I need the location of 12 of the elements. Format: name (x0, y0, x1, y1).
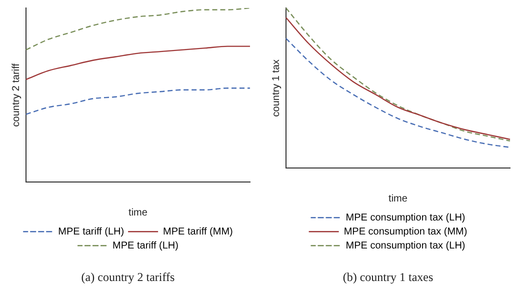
text: (b) country 1 taxes (342, 270, 434, 284)
legend-label: MPE consumption tax (LH) (346, 212, 466, 224)
y-axis-title: country 2 tariff (10, 63, 22, 127)
x-axis-title: time (388, 193, 408, 204)
legend-label: MPE tariff (LH) (58, 226, 124, 238)
legend-label: MPE consumption tax (LH) (346, 240, 466, 252)
y-axis-title: country 1 tax (270, 59, 282, 117)
legend-label: MPE consumption tax (MM) (344, 226, 468, 238)
legend-label: MPE tariff (LH) (112, 240, 178, 252)
legend-label: MPE tariff (MM) (163, 226, 233, 238)
text: (a) country 2 tariffs (81, 270, 176, 284)
x-axis-title: time (128, 207, 148, 218)
